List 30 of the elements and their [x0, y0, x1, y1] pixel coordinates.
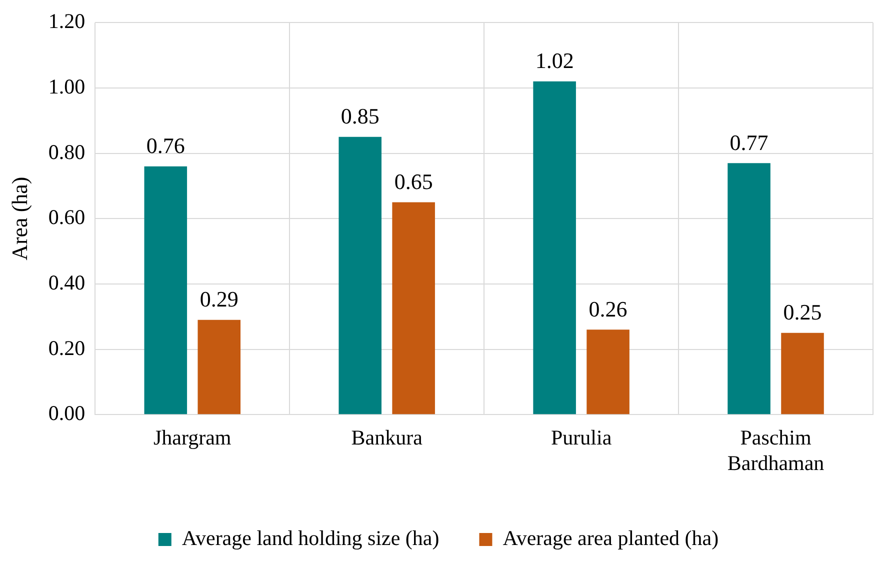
bar [144, 166, 188, 414]
x-tick-label: Purulia [550, 426, 612, 450]
x-tick-label: Bankura [351, 426, 424, 450]
x-tick-label: Paschim Bardhaman [727, 426, 825, 475]
y-tick-label: 0.40 [48, 270, 86, 294]
bar [392, 202, 435, 414]
data-label: 0.29 [200, 286, 238, 312]
bar [533, 81, 576, 414]
data-label: 0.76 [146, 133, 185, 158]
data-label: 0.65 [394, 169, 433, 194]
bar [781, 332, 824, 414]
y-tick-label: 0.60 [48, 205, 86, 230]
data-label: 0.77 [730, 130, 768, 155]
legend-label: Average area planted (ha) [502, 526, 719, 550]
y-tick-label: 1.20 [48, 9, 86, 34]
y-axis-title: Area (ha) [6, 176, 32, 260]
bar [586, 330, 630, 414]
bar [728, 163, 770, 414]
data-label: 1.02 [535, 48, 574, 74]
y-tick-label: 0.80 [48, 140, 86, 164]
bar [198, 320, 241, 414]
x-tick-label: Jhargram [154, 426, 232, 450]
y-tick-label: 0.20 [48, 336, 86, 360]
data-label: 0.26 [588, 296, 628, 322]
y-tick-label: 1.00 [48, 74, 86, 98]
bar [338, 136, 382, 414]
data-label: 0.25 [783, 300, 822, 325]
data-label: 0.85 [340, 104, 380, 129]
y-tick-label: 0.00 [48, 401, 86, 426]
legend-label: Average land holding size (ha) [182, 526, 440, 550]
